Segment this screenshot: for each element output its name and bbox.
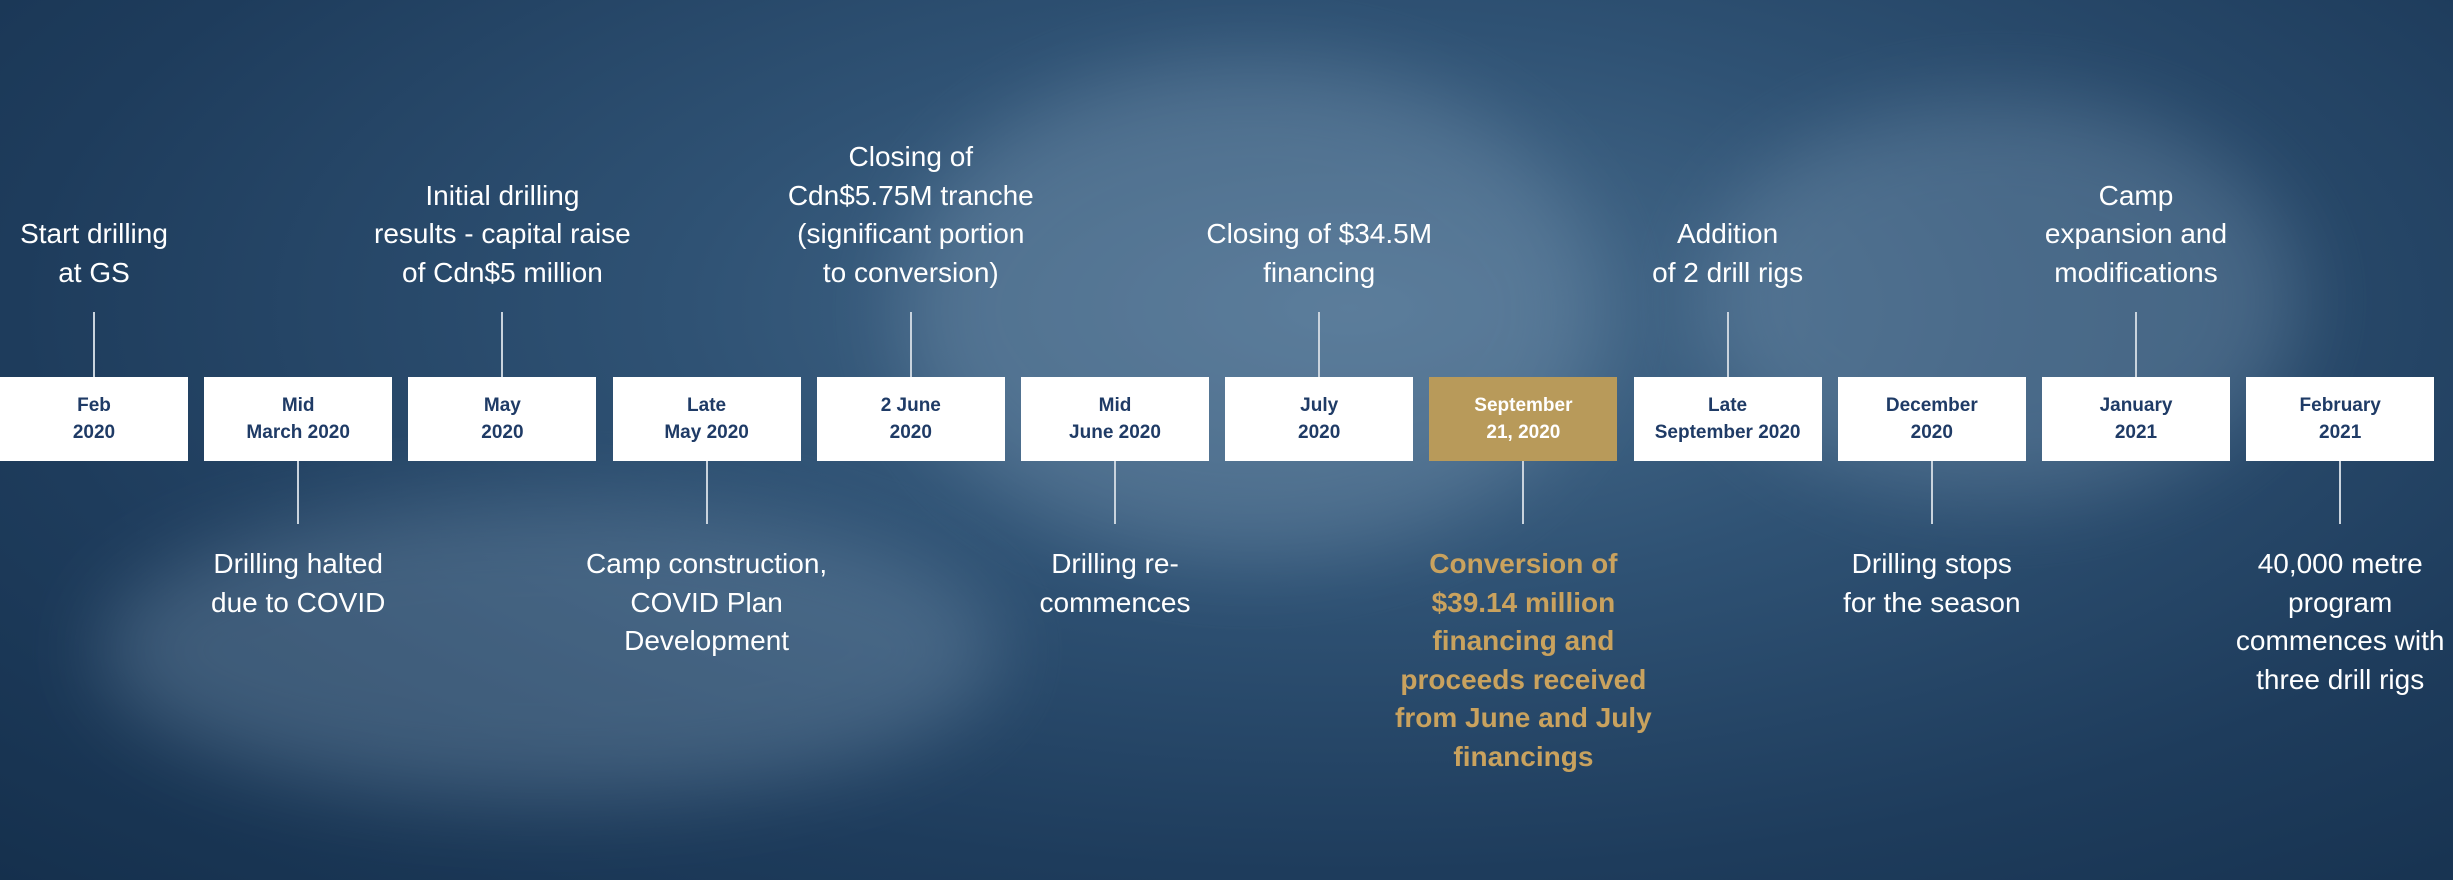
event-line: Addition <box>1677 218 1779 249</box>
event-line: Camp <box>2098 179 2174 211</box>
date-label: March 2020 <box>246 422 350 443</box>
event-line: Drilling re- <box>1051 548 1179 579</box>
event-line: for the season <box>1843 586 2021 618</box>
event-line: modifications <box>2054 256 2218 288</box>
event-line: Closing of $34.5M <box>1206 218 1433 249</box>
event-line: Cdn$5.75M tranche <box>787 179 1034 211</box>
event-text: Drilling halted due to COVID <box>148 545 448 622</box>
date-box: Late September 2020 <box>1633 377 1822 461</box>
event-line: Camp construction, <box>585 548 828 579</box>
date-label: Late <box>1708 395 1748 416</box>
date-label: December <box>1885 395 1978 416</box>
event-line: $39.14 million <box>1431 586 1616 618</box>
event-text: Addition of 2 drill rigs <box>1578 215 1878 292</box>
date-label: January <box>2099 395 2173 416</box>
date-box: December 2020 <box>1837 377 2026 461</box>
date-label: September 2020 <box>1654 422 1801 443</box>
event-line: Closing of <box>848 141 974 172</box>
date-label: 2020 <box>889 422 932 443</box>
event-text: 40,000 metre program commences with three d… <box>2190 545 2453 699</box>
event-text: Drilling stops for the season <box>1782 545 2082 622</box>
date-box: Late May 2020 <box>612 377 801 461</box>
event-line: from June and July <box>1395 702 1652 733</box>
event-line: proceeds received <box>1400 663 1647 695</box>
event-line: Initial drilling <box>425 179 580 211</box>
background-haze <box>900 60 1600 560</box>
date-box: July 2020 <box>1225 377 1414 461</box>
event-text: Closing of $34.5M financing <box>1169 215 1469 292</box>
date-label: 2020 <box>72 422 116 443</box>
date-box: May 2020 <box>408 377 597 461</box>
event-line: (significant portion <box>797 218 1025 249</box>
connector <box>1114 461 1116 524</box>
connector <box>93 312 95 377</box>
event-text: Closing of Cdn$5.75M tranche (significant … <box>761 138 1061 292</box>
date-label: September <box>1474 395 1573 416</box>
event-line: program <box>2288 586 2393 618</box>
date-box: February 2021 <box>2246 377 2435 461</box>
background-haze <box>100 500 1000 800</box>
event-line: three drill rigs <box>2256 663 2425 695</box>
connector <box>909 312 912 377</box>
event-line: of Cdn$5 million <box>402 256 603 288</box>
event-line: financing <box>1263 256 1376 288</box>
event-line: commences with <box>2235 625 2445 656</box>
date-label: June 2020 <box>1069 422 1161 443</box>
date-label: 2020 <box>1298 422 1341 443</box>
connector <box>501 312 504 377</box>
date-label: May 2020 <box>664 422 749 443</box>
date-label: 2021 <box>2114 422 2158 443</box>
event-line: Development <box>624 625 790 656</box>
event-line: COVID Plan <box>630 586 783 618</box>
connector <box>2135 312 2137 377</box>
event-line: at GS <box>58 256 130 288</box>
date-box: January 2021 <box>2042 377 2230 461</box>
date-label: 2020 <box>1910 422 1953 443</box>
date-label: February <box>2299 395 2381 416</box>
event-line: expansion and <box>2044 218 2228 249</box>
connector <box>1522 461 1525 524</box>
event-line: commences <box>1039 586 1191 618</box>
date-box: Mid June 2020 <box>1021 377 1209 461</box>
event-text: Conversion of $39.14 million financing and… <box>1373 545 1673 776</box>
event-line: Drilling stops <box>1851 548 2012 579</box>
event-text: Initial drilling results - capital raise o… <box>352 177 652 293</box>
event-text: Camp construction, COVID Plan Development <box>557 545 857 661</box>
date-label: Late <box>687 395 727 416</box>
date-label: Feb <box>77 395 111 416</box>
event-text: Camp expansion and modifications <box>1986 177 2286 293</box>
event-text: Drilling re-commences <box>965 545 1265 622</box>
event-line: results - capital raise <box>374 218 631 249</box>
connector <box>1318 312 1321 377</box>
event-line: Conversion of <box>1429 548 1618 579</box>
date-label: 2020 <box>481 422 524 443</box>
event-line: financings <box>1453 740 1594 772</box>
event-line: Drilling halted <box>213 548 383 579</box>
event-line: Start drilling <box>20 218 168 249</box>
date-label: 21, 2020 <box>1486 422 1561 443</box>
date-label: Mid <box>1098 395 1132 416</box>
date-label: 2021 <box>2319 422 2362 443</box>
event-line: to conversion) <box>822 256 999 288</box>
date-box: Mid March 2020 <box>204 377 393 461</box>
connector <box>1726 312 1729 377</box>
event-line: of 2 drill rigs <box>1652 256 1804 288</box>
connector <box>705 461 708 524</box>
date-label: 2 June <box>880 395 941 416</box>
date-label: May <box>483 395 521 416</box>
date-box: September 21, 2020 <box>1429 377 1618 461</box>
date-box: 2 June 2020 <box>816 377 1005 461</box>
event-line: due to COVID <box>211 586 386 618</box>
event-line: 40,000 metre <box>2257 548 2423 579</box>
event-line: financing and <box>1432 625 1615 656</box>
date-label: July <box>1300 395 1339 416</box>
connector <box>297 461 300 524</box>
date-box: Feb 2020 <box>0 377 188 461</box>
connector <box>2339 461 2342 524</box>
connector <box>1930 461 1933 524</box>
event-text: Start drilling at GS <box>0 215 244 292</box>
date-label: Mid <box>281 395 315 416</box>
